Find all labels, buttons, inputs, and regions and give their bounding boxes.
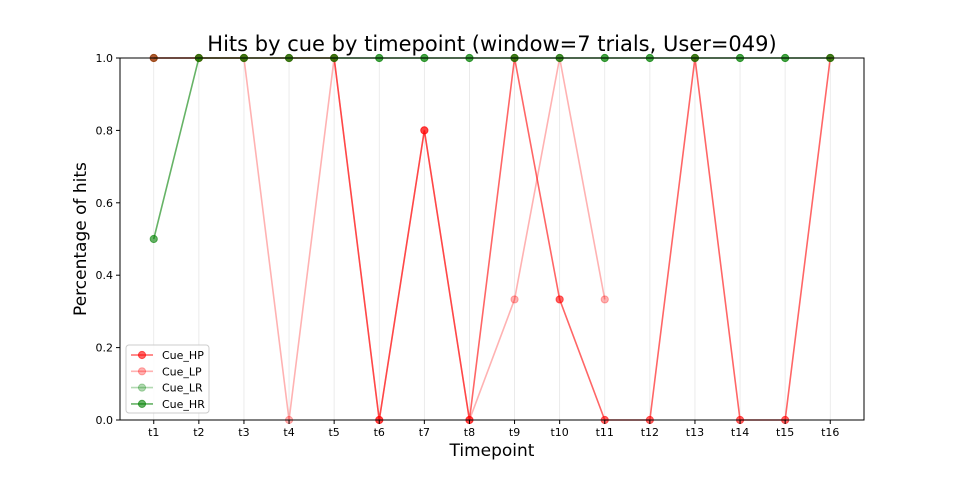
y-tick-label: 0.4 [96,269,114,282]
legend: Cue_HP Cue_LP Cue_LR Cue_HR [125,344,210,414]
legend-label: Cue_HR [162,398,205,411]
legend-label: Cue_HP [162,349,204,362]
x-tick-label: t11 [596,426,614,439]
x-tick-label: t14 [731,426,749,439]
x-tick-label: t2 [193,426,204,439]
series-Cue_HP [149,53,835,425]
legend-marker [137,367,147,376]
series-Cue_HR [149,53,835,244]
x-tick-label: t10 [550,426,568,439]
data-point [555,295,564,304]
x-tick-label: t3 [238,426,249,439]
data-point [510,295,519,304]
series-line [153,57,832,421]
grid-lines [153,58,831,420]
legend-marker [137,350,147,360]
x-tick-label: t15 [776,426,794,439]
x-tick-label: t9 [509,426,520,439]
legend-label: Cue_LR [162,382,203,395]
legend-marker [137,383,147,392]
data-point [420,126,429,135]
y-tick-label: 0.6 [96,197,114,210]
x-tick-label: t7 [419,426,430,439]
data-point [149,234,158,244]
legend-item: Cue_LR [131,382,203,395]
legend-item: Cue_HP [131,349,204,362]
legend-item: Cue_HR [131,398,205,411]
x-tick-label: t12 [641,426,659,439]
x-tick-label: t6 [374,426,385,439]
legend-box [125,344,210,414]
y-tick-label: 0.2 [96,342,114,355]
x-axis-label: Timepoint [449,441,535,461]
x-tick-label: t16 [821,426,839,439]
x-tick-label: t8 [464,426,475,439]
chart-title: Hits by cue by timepoint (window=7 trial… [207,32,776,56]
y-axis-label: Percentage of hits [71,162,91,316]
data-point [420,126,429,135]
legend-label: Cue_LP [162,365,202,378]
x-tick-label: t1 [148,426,159,439]
y-tick-label: 0.8 [96,124,114,137]
legend-marker [137,399,147,408]
data-point [600,295,609,304]
x-tick-label: t4 [283,426,294,439]
axes: t1 t2 t3 t4 t5 t6 t7 t8 t9 t10 t11 t12 t13 t14 t15 t16 0… [96,52,840,439]
series-layer [149,53,835,425]
x-tick-label: t13 [686,426,704,439]
y-tick-label: 0.0 [96,414,114,427]
legend-item: Cue_LP [131,365,202,378]
y-tick-label: 1.0 [96,52,114,65]
plot-frame [119,57,865,421]
x-tick-label: t5 [328,426,339,439]
